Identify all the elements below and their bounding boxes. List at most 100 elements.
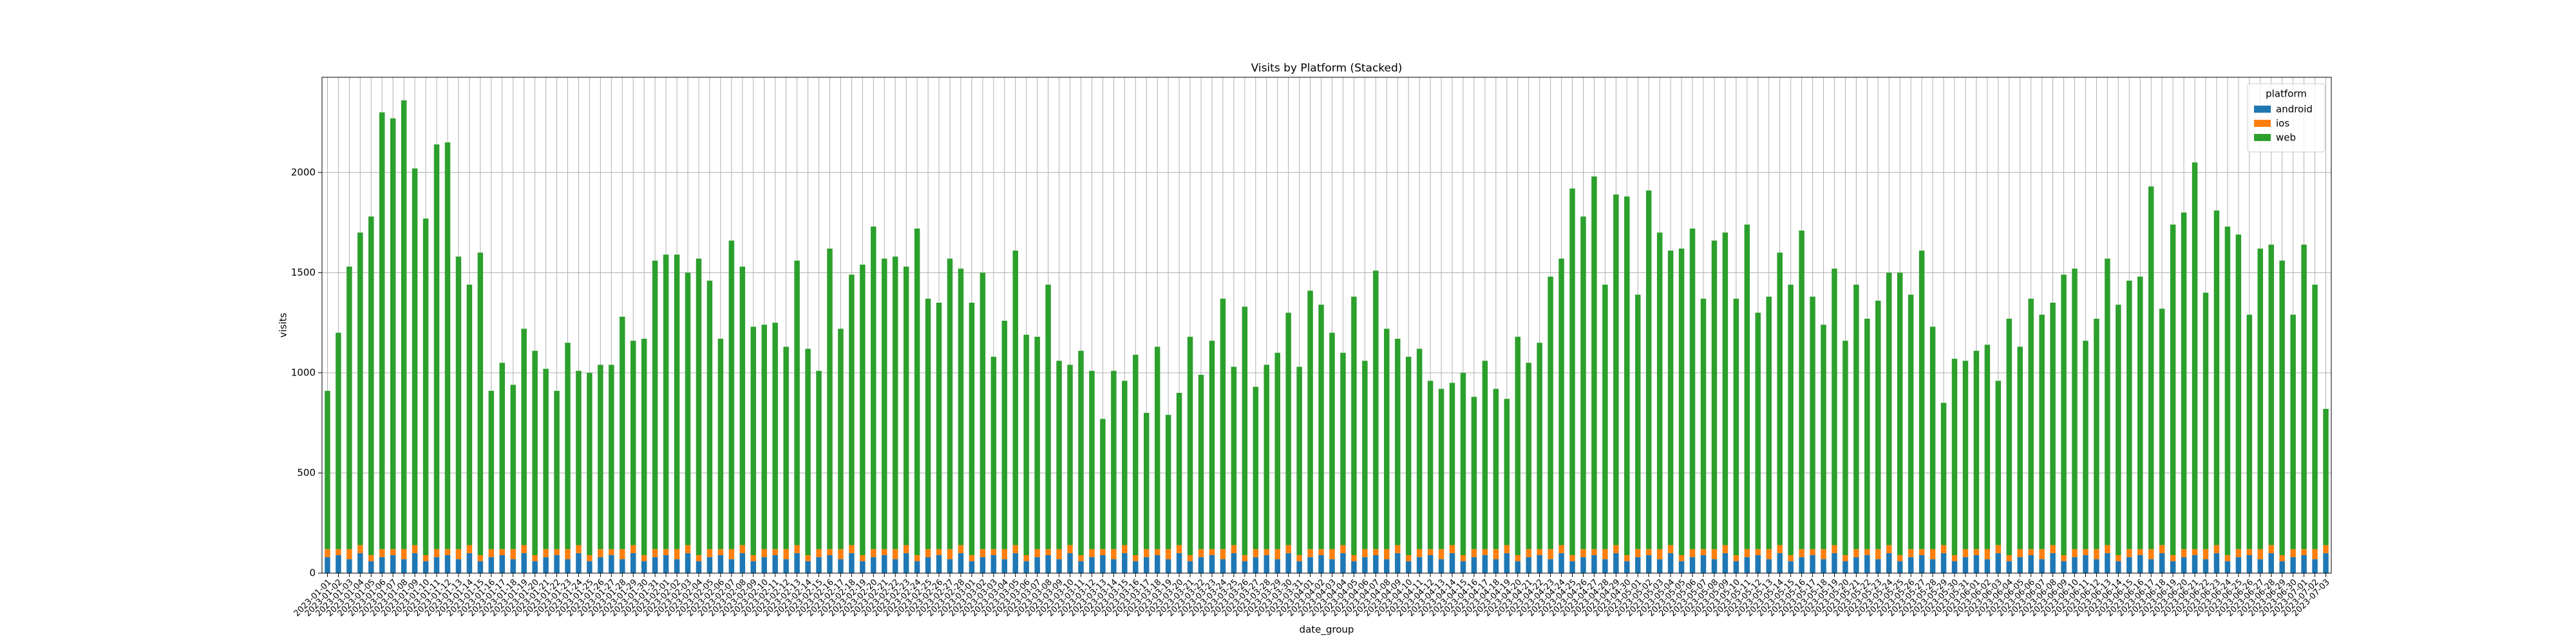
bar-segment xyxy=(565,559,571,573)
bar-segment xyxy=(1133,354,1139,555)
bar-segment xyxy=(728,240,735,549)
bar-segment xyxy=(1405,561,1412,573)
bar-segment xyxy=(2050,303,2056,545)
bar-segment xyxy=(794,260,800,545)
bar-segment xyxy=(2006,318,2012,555)
bar-segment xyxy=(1242,555,1248,562)
bar-segment xyxy=(1537,343,1542,549)
bar-segment xyxy=(1373,270,1379,549)
bar-segment xyxy=(2072,269,2078,549)
bar-segment xyxy=(1733,298,1739,555)
bar-segment xyxy=(1711,240,1718,549)
bar-segment xyxy=(1821,549,1826,560)
bar-segment xyxy=(663,549,669,555)
bar-segment xyxy=(1296,561,1302,573)
bar-segment xyxy=(1569,561,1575,573)
bar-segment xyxy=(1875,549,1881,560)
bar-segment xyxy=(1929,549,1936,560)
bar-segment xyxy=(1864,555,1870,573)
bar-segment xyxy=(379,549,385,558)
bar-segment xyxy=(717,339,724,549)
bar-segment xyxy=(1656,232,1663,549)
bar-segment xyxy=(2137,549,2143,555)
bar-segment xyxy=(2028,549,2034,555)
bar-segment xyxy=(1471,549,1477,558)
bar-segment xyxy=(2006,561,2012,573)
bar-segment xyxy=(652,260,658,549)
bar-segment xyxy=(1984,559,1991,573)
bar-segment xyxy=(936,303,942,549)
bar-segment xyxy=(2202,292,2209,549)
bar-segment xyxy=(2116,305,2121,555)
bar-segment xyxy=(1012,545,1018,553)
bar-segment xyxy=(2192,549,2198,555)
bar-segment xyxy=(543,549,549,558)
bar-segment xyxy=(1548,276,1553,549)
bar-segment xyxy=(2105,258,2110,545)
bar-segment xyxy=(2083,549,2088,555)
bar-segment xyxy=(1940,553,1947,573)
bar-segment xyxy=(499,363,506,549)
bar-segment xyxy=(1580,557,1586,573)
bar-segment xyxy=(466,553,473,573)
bar-segment xyxy=(2323,545,2329,553)
bar-segment xyxy=(2159,545,2165,553)
bar-segment xyxy=(1264,549,1269,555)
bar-segment xyxy=(1362,557,1368,573)
bar-segment xyxy=(674,559,680,573)
bar-segment xyxy=(1875,559,1881,573)
bar-segment xyxy=(1253,549,1259,558)
bar-segment xyxy=(1678,249,1685,555)
bar-segment xyxy=(2224,561,2231,573)
bar-segment xyxy=(2028,555,2034,573)
bar-segment xyxy=(2148,559,2154,573)
bar-segment xyxy=(2061,555,2067,562)
bar-segment xyxy=(1493,549,1499,560)
bar-segment xyxy=(827,249,833,549)
bar-segment xyxy=(1799,231,1804,549)
bar-segment xyxy=(1613,553,1619,573)
bar-segment xyxy=(1220,549,1226,560)
bar-segment xyxy=(401,559,407,573)
bar-segment xyxy=(1777,252,1783,545)
bar-segment xyxy=(1526,363,1531,549)
bar-segment xyxy=(1504,399,1510,545)
bar-segment xyxy=(1264,555,1269,573)
bar-segment xyxy=(2017,346,2023,549)
bar-segment xyxy=(346,549,352,560)
bar-segment xyxy=(914,561,920,573)
bar-segment xyxy=(1067,365,1073,545)
bar-segment xyxy=(860,264,866,555)
bar-segment xyxy=(805,561,811,573)
bar-segment xyxy=(412,545,418,553)
bar-segment xyxy=(488,557,495,573)
bar-segment xyxy=(1733,555,1739,562)
bar-segment xyxy=(849,274,855,545)
bar-segment xyxy=(925,557,931,573)
bar-segment xyxy=(1973,549,1980,555)
bar-segment xyxy=(980,549,986,558)
bar-segment xyxy=(2028,298,2034,549)
bar-segment xyxy=(1001,559,1008,573)
bar-segment xyxy=(2279,555,2285,562)
bar-segment xyxy=(2268,545,2274,553)
bar-segment xyxy=(2148,186,2154,549)
bar-segment xyxy=(499,555,506,573)
bar-segment xyxy=(1810,555,1815,573)
bar-segment xyxy=(620,559,625,573)
bar-segment xyxy=(1394,553,1401,573)
bar-segment xyxy=(1515,336,1520,555)
bar-segment xyxy=(1689,557,1696,573)
bar-segment xyxy=(1821,559,1826,573)
bar-segment xyxy=(641,555,647,562)
bar-segment xyxy=(2039,549,2045,560)
bar-segment xyxy=(587,561,592,573)
bar-segment xyxy=(532,555,538,562)
bar-segment xyxy=(1340,553,1346,573)
bar-segment xyxy=(455,559,462,573)
bar-segment xyxy=(1329,332,1335,549)
bar-segment xyxy=(1460,561,1466,573)
bar-segment xyxy=(1526,549,1531,558)
bar-segment xyxy=(1853,557,1859,573)
bar-segment xyxy=(379,112,385,549)
